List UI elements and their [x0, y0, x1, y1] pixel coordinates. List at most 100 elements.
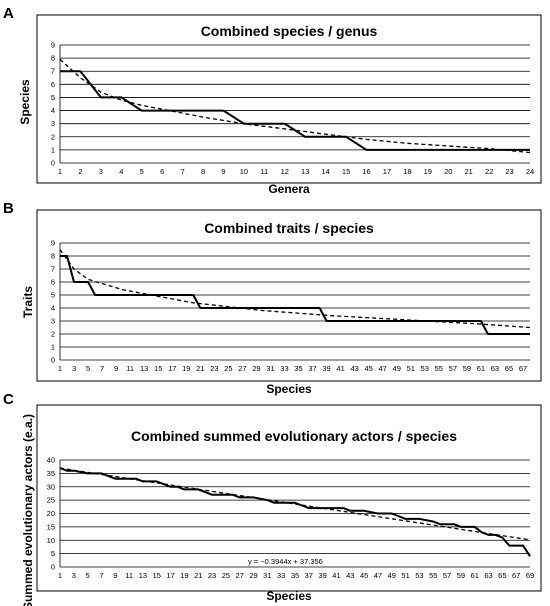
x-tick-label: 67 [519, 364, 527, 373]
x-tick-label: 15 [342, 167, 350, 176]
panel-b: B Combined traits / species Species Trai… [3, 200, 542, 396]
chart-a-ylabel: Species [18, 79, 32, 125]
y-tick-label: 10 [47, 536, 55, 545]
panel-label-b: B [3, 200, 14, 217]
x-tick-label: 65 [505, 364, 513, 373]
y-tick-label: 15 [47, 522, 55, 531]
x-tick-label: 37 [308, 364, 316, 373]
x-tick-label: 53 [415, 571, 423, 580]
x-tick-label: 45 [360, 571, 368, 580]
trendline-dashed [59, 58, 531, 154]
x-tick-label: 11 [126, 364, 134, 373]
x-tick-label: 39 [318, 571, 326, 580]
y-tick-label: 25 [47, 496, 55, 505]
x-tick-label: 33 [280, 364, 288, 373]
x-tick-label: 5 [140, 167, 144, 176]
chart-a-xlabel: Genera [268, 182, 310, 196]
y-tick-label: 4 [51, 106, 55, 115]
x-tick-label: 11 [125, 571, 133, 580]
x-tick-label: 59 [457, 571, 465, 580]
x-tick-label: 41 [332, 571, 340, 580]
x-tick-label: 45 [364, 364, 372, 373]
x-tick-label: 17 [383, 167, 391, 176]
x-tick-label: 3 [72, 364, 76, 373]
x-tick-label: 65 [498, 571, 506, 580]
x-tick-label: 51 [407, 364, 415, 373]
x-tick-label: 13 [139, 571, 147, 580]
x-tick-label: 2 [78, 167, 82, 176]
y-tick-label: 0 [51, 159, 55, 168]
x-tick-label: 21 [194, 571, 202, 580]
x-tick-label: 41 [336, 364, 344, 373]
x-tick-label: 19 [180, 571, 188, 580]
y-tick-label: 0 [51, 356, 55, 365]
y-tick-label: 8 [51, 54, 55, 63]
chart-b-title: Combined traits / species [204, 220, 374, 236]
x-tick-label: 15 [153, 571, 161, 580]
x-tick-label: 57 [449, 364, 457, 373]
x-tick-label: 31 [263, 571, 271, 580]
x-tick-label: 21 [465, 167, 473, 176]
x-tick-label: 5 [86, 364, 90, 373]
panel-label-c: C [3, 391, 14, 408]
x-tick-label: 9 [114, 364, 118, 373]
x-tick-label: 1 [58, 364, 62, 373]
x-tick-label: 39 [322, 364, 330, 373]
x-tick-label: 15 [154, 364, 162, 373]
x-tick-label: 51 [401, 571, 409, 580]
x-tick-label: 47 [379, 364, 387, 373]
chart-b-ylabel: Traits [21, 286, 35, 318]
x-tick-label: 21 [196, 364, 204, 373]
y-tick-label: 5 [51, 93, 55, 102]
chart-c-xlabel: Species [266, 589, 312, 603]
x-tick-label: 35 [294, 364, 302, 373]
y-tick-label: 9 [51, 41, 55, 50]
x-tick-label: 43 [350, 364, 358, 373]
data-series-line [60, 255, 530, 335]
x-tick-label: 1 [58, 167, 62, 176]
chart-c-ylabel: Summed evolutionary actors (e.a.) [21, 414, 35, 606]
x-tick-label: 49 [388, 571, 396, 580]
x-tick-label: 20 [444, 167, 452, 176]
x-tick-label: 27 [238, 364, 246, 373]
y-tick-label: 8 [51, 252, 55, 261]
x-tick-label: 14 [321, 167, 329, 176]
chart-b-xlabel: Species [266, 382, 312, 396]
x-tick-label: 19 [182, 364, 190, 373]
x-tick-label: 3 [99, 167, 103, 176]
x-tick-label: 7 [99, 571, 103, 580]
y-tick-label: 1 [51, 145, 55, 154]
x-tick-label: 22 [485, 167, 493, 176]
x-tick-label: 16 [362, 167, 370, 176]
x-tick-label: 47 [374, 571, 382, 580]
x-tick-label: 55 [429, 571, 437, 580]
linear-trendline [59, 467, 531, 541]
x-tick-label: 61 [471, 571, 479, 580]
x-tick-label: 37 [305, 571, 313, 580]
panel-a: A Combined species / genus Genera Specie… [3, 5, 542, 196]
panel-c-frame [36, 404, 542, 592]
y-tick-label: 2 [51, 330, 55, 339]
panel-c: C Combined summed evolutionary actors / … [3, 391, 542, 606]
y-tick-label: 7 [51, 67, 55, 76]
x-tick-label: 57 [443, 571, 451, 580]
y-tick-label: 5 [51, 291, 55, 300]
x-tick-label: 17 [168, 364, 176, 373]
x-tick-label: 8 [201, 167, 205, 176]
x-tick-label: 19 [424, 167, 432, 176]
x-tick-label: 9 [221, 167, 225, 176]
x-tick-label: 69 [526, 571, 534, 580]
x-tick-label: 29 [249, 571, 257, 580]
x-tick-label: 25 [222, 571, 230, 580]
x-tick-label: 11 [260, 167, 268, 176]
x-tick-label: 63 [491, 364, 499, 373]
data-series-line [60, 70, 530, 151]
x-tick-label: 31 [266, 364, 274, 373]
y-tick-label: 3 [51, 119, 55, 128]
x-tick-label: 23 [505, 167, 513, 176]
trendline-dashed [59, 249, 531, 329]
x-tick-label: 10 [240, 167, 248, 176]
